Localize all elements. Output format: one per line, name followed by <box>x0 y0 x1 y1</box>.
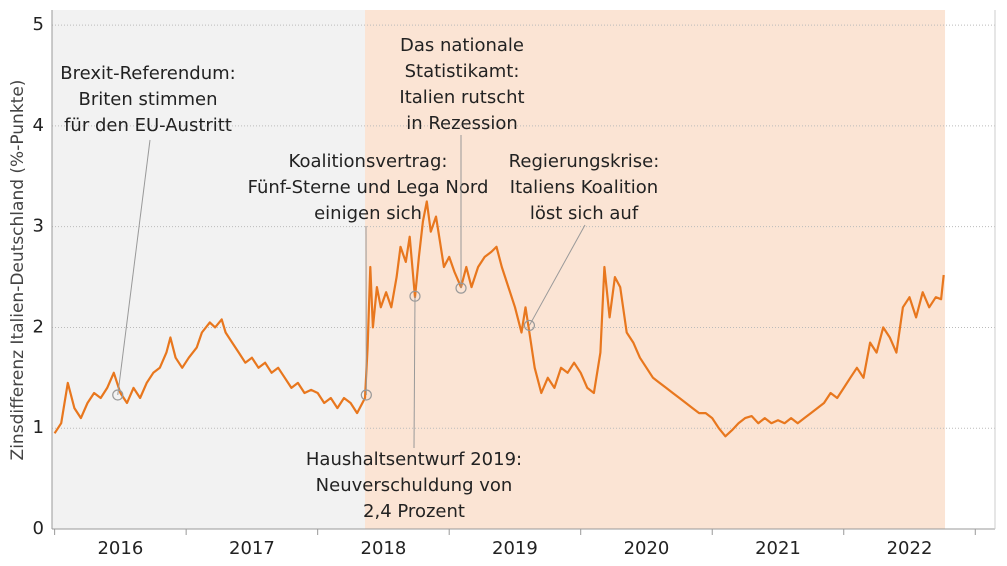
annotation-text: Italien rutscht <box>399 87 524 108</box>
annotation-text: löst sich auf <box>530 203 639 224</box>
x-tick-label: 2021 <box>755 538 801 559</box>
annotation-text: Fünf-Sterne und Lega Nord <box>248 177 489 198</box>
annotation-text: Koalitionsvertrag: <box>289 151 448 172</box>
annotation-text: Statistikamt: <box>405 61 520 82</box>
x-tick-label: 2018 <box>361 538 407 559</box>
annotation-text: Haushaltsentwurf 2019: <box>306 449 522 470</box>
y-tick-label: 1 <box>33 417 44 438</box>
annotation-text: für den EU-Austritt <box>64 115 232 136</box>
annotation-text: Italiens Koalition <box>510 177 658 198</box>
y-tick-label: 4 <box>33 115 44 136</box>
x-tick-label: 2022 <box>887 538 933 559</box>
annotation-text: einigen sich <box>314 203 422 224</box>
annotation-text: Briten stimmen <box>79 89 218 110</box>
x-tick-label: 2020 <box>624 538 670 559</box>
y-tick-label: 5 <box>33 14 44 35</box>
y-tick-label: 3 <box>33 216 44 237</box>
annotation-text: 2,4 Prozent <box>363 501 465 522</box>
y-tick-label: 0 <box>33 518 44 539</box>
annotation-text: Regierungskrise: <box>509 151 660 172</box>
annotation-text: Das nationale <box>400 35 524 56</box>
x-tick-label: 2019 <box>492 538 538 559</box>
x-tick-label: 2016 <box>97 538 143 559</box>
y-tick-label: 2 <box>33 316 44 337</box>
y-axis-label: Zinsdifferenz Italien-Deutschland (%-Pun… <box>8 80 28 461</box>
annotation-text: Neuverschuldung von <box>316 475 513 496</box>
annotation-text: in Rezession <box>406 113 518 134</box>
annotation-text: Brexit-Referendum: <box>60 63 235 84</box>
x-tick-label: 2017 <box>229 538 275 559</box>
